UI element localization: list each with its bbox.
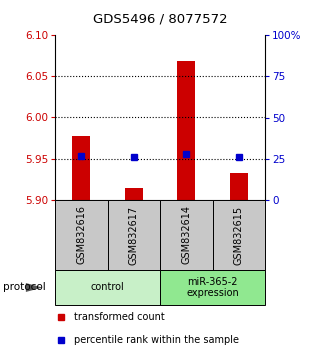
- Text: GSM832617: GSM832617: [129, 205, 139, 264]
- Bar: [212, 200, 265, 270]
- Text: GDS5496 / 8077572: GDS5496 / 8077572: [93, 12, 227, 25]
- Polygon shape: [26, 283, 43, 292]
- Bar: [108, 200, 160, 270]
- Bar: [160, 200, 212, 270]
- Bar: [177, 61, 196, 200]
- Text: GSM832614: GSM832614: [181, 206, 191, 264]
- Bar: [55, 270, 160, 305]
- Bar: [124, 188, 143, 200]
- Bar: [229, 173, 248, 200]
- Bar: [55, 200, 108, 270]
- Text: transformed count: transformed count: [74, 312, 165, 322]
- Text: percentile rank within the sample: percentile rank within the sample: [74, 335, 239, 345]
- Text: protocol: protocol: [3, 282, 46, 292]
- Text: control: control: [91, 282, 124, 292]
- Text: GSM832616: GSM832616: [76, 206, 86, 264]
- Text: miR-365-2
expression: miR-365-2 expression: [186, 277, 239, 298]
- Text: GSM832615: GSM832615: [234, 205, 244, 264]
- Bar: [160, 270, 265, 305]
- Bar: [72, 137, 91, 200]
